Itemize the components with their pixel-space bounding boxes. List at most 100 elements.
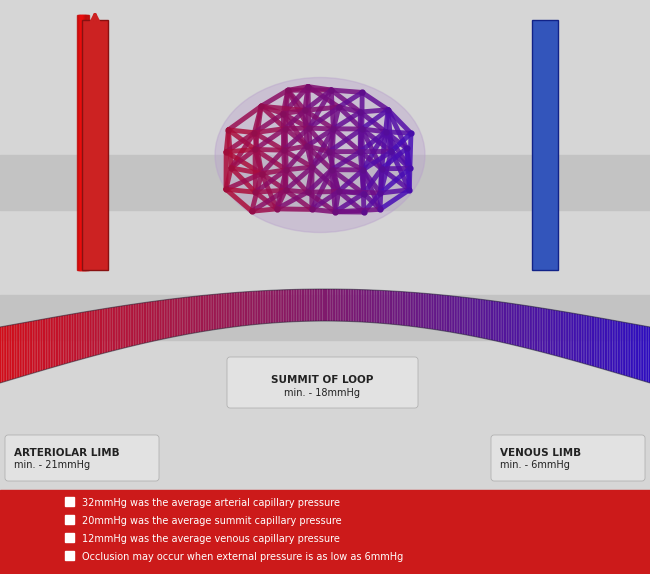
Polygon shape bbox=[293, 289, 295, 322]
Polygon shape bbox=[318, 289, 319, 321]
Polygon shape bbox=[443, 295, 445, 331]
Ellipse shape bbox=[215, 77, 425, 232]
Polygon shape bbox=[189, 297, 190, 334]
Polygon shape bbox=[274, 290, 276, 323]
Polygon shape bbox=[505, 302, 506, 343]
Polygon shape bbox=[541, 308, 543, 352]
Polygon shape bbox=[241, 292, 242, 326]
Polygon shape bbox=[145, 302, 147, 343]
Polygon shape bbox=[0, 327, 2, 383]
Polygon shape bbox=[402, 292, 404, 325]
Polygon shape bbox=[570, 313, 572, 360]
Polygon shape bbox=[261, 291, 263, 324]
Polygon shape bbox=[60, 316, 62, 365]
Polygon shape bbox=[213, 294, 215, 330]
Polygon shape bbox=[341, 289, 342, 321]
Polygon shape bbox=[155, 301, 157, 341]
Polygon shape bbox=[29, 321, 31, 374]
Polygon shape bbox=[90, 311, 91, 357]
Polygon shape bbox=[354, 289, 355, 321]
Polygon shape bbox=[499, 301, 500, 342]
Polygon shape bbox=[453, 296, 454, 333]
Polygon shape bbox=[595, 317, 596, 367]
Polygon shape bbox=[430, 294, 432, 329]
Polygon shape bbox=[216, 294, 218, 329]
Polygon shape bbox=[519, 305, 521, 347]
Polygon shape bbox=[225, 293, 226, 328]
Polygon shape bbox=[492, 301, 493, 340]
Polygon shape bbox=[438, 294, 440, 330]
Polygon shape bbox=[648, 327, 650, 383]
Polygon shape bbox=[331, 289, 332, 321]
Polygon shape bbox=[337, 289, 339, 321]
Polygon shape bbox=[313, 289, 315, 321]
Polygon shape bbox=[484, 300, 486, 339]
Polygon shape bbox=[569, 312, 570, 360]
Polygon shape bbox=[476, 298, 477, 337]
Polygon shape bbox=[376, 290, 378, 323]
Polygon shape bbox=[160, 300, 161, 340]
Polygon shape bbox=[51, 317, 52, 368]
Polygon shape bbox=[373, 290, 374, 323]
Bar bbox=[85, 15, 88, 270]
Polygon shape bbox=[187, 297, 189, 334]
Polygon shape bbox=[450, 296, 451, 332]
Polygon shape bbox=[296, 289, 298, 321]
Bar bbox=[79, 15, 83, 270]
Polygon shape bbox=[13, 324, 15, 379]
Polygon shape bbox=[447, 296, 448, 332]
Polygon shape bbox=[150, 301, 151, 342]
Polygon shape bbox=[334, 289, 335, 321]
Polygon shape bbox=[502, 302, 503, 343]
Polygon shape bbox=[140, 303, 142, 344]
Text: 20mmHg was the average summit capillary pressure: 20mmHg was the average summit capillary … bbox=[82, 515, 342, 526]
Polygon shape bbox=[503, 302, 505, 343]
Polygon shape bbox=[199, 296, 200, 332]
Polygon shape bbox=[401, 292, 402, 325]
Text: VENOUS LIMB: VENOUS LIMB bbox=[500, 448, 581, 458]
Polygon shape bbox=[132, 304, 134, 346]
Polygon shape bbox=[170, 299, 171, 338]
FancyBboxPatch shape bbox=[227, 357, 418, 408]
Polygon shape bbox=[83, 312, 84, 359]
Polygon shape bbox=[577, 314, 578, 362]
Polygon shape bbox=[134, 304, 135, 346]
Polygon shape bbox=[399, 292, 401, 325]
Polygon shape bbox=[606, 319, 608, 370]
Polygon shape bbox=[592, 316, 593, 366]
Polygon shape bbox=[41, 319, 42, 371]
Polygon shape bbox=[279, 290, 280, 323]
Polygon shape bbox=[547, 309, 549, 354]
Polygon shape bbox=[622, 322, 624, 375]
Polygon shape bbox=[549, 309, 551, 354]
Polygon shape bbox=[67, 315, 68, 363]
Polygon shape bbox=[151, 301, 153, 342]
Polygon shape bbox=[124, 305, 125, 348]
Polygon shape bbox=[493, 301, 495, 341]
Polygon shape bbox=[251, 292, 252, 325]
Polygon shape bbox=[616, 321, 618, 373]
Polygon shape bbox=[157, 301, 158, 340]
Polygon shape bbox=[564, 312, 566, 358]
Polygon shape bbox=[209, 294, 210, 331]
Polygon shape bbox=[367, 290, 368, 323]
Polygon shape bbox=[573, 313, 575, 361]
Polygon shape bbox=[252, 291, 254, 325]
Polygon shape bbox=[77, 313, 78, 360]
Polygon shape bbox=[396, 291, 398, 325]
Polygon shape bbox=[329, 289, 331, 321]
Polygon shape bbox=[508, 303, 510, 344]
Polygon shape bbox=[328, 289, 329, 321]
Polygon shape bbox=[305, 289, 306, 321]
Polygon shape bbox=[322, 289, 324, 321]
Polygon shape bbox=[421, 293, 422, 328]
Polygon shape bbox=[350, 289, 352, 321]
Polygon shape bbox=[540, 308, 541, 352]
Polygon shape bbox=[81, 312, 83, 359]
Polygon shape bbox=[174, 298, 176, 337]
Polygon shape bbox=[437, 294, 438, 330]
Polygon shape bbox=[62, 316, 64, 364]
Polygon shape bbox=[525, 305, 527, 348]
Polygon shape bbox=[495, 301, 497, 341]
Polygon shape bbox=[414, 292, 415, 327]
